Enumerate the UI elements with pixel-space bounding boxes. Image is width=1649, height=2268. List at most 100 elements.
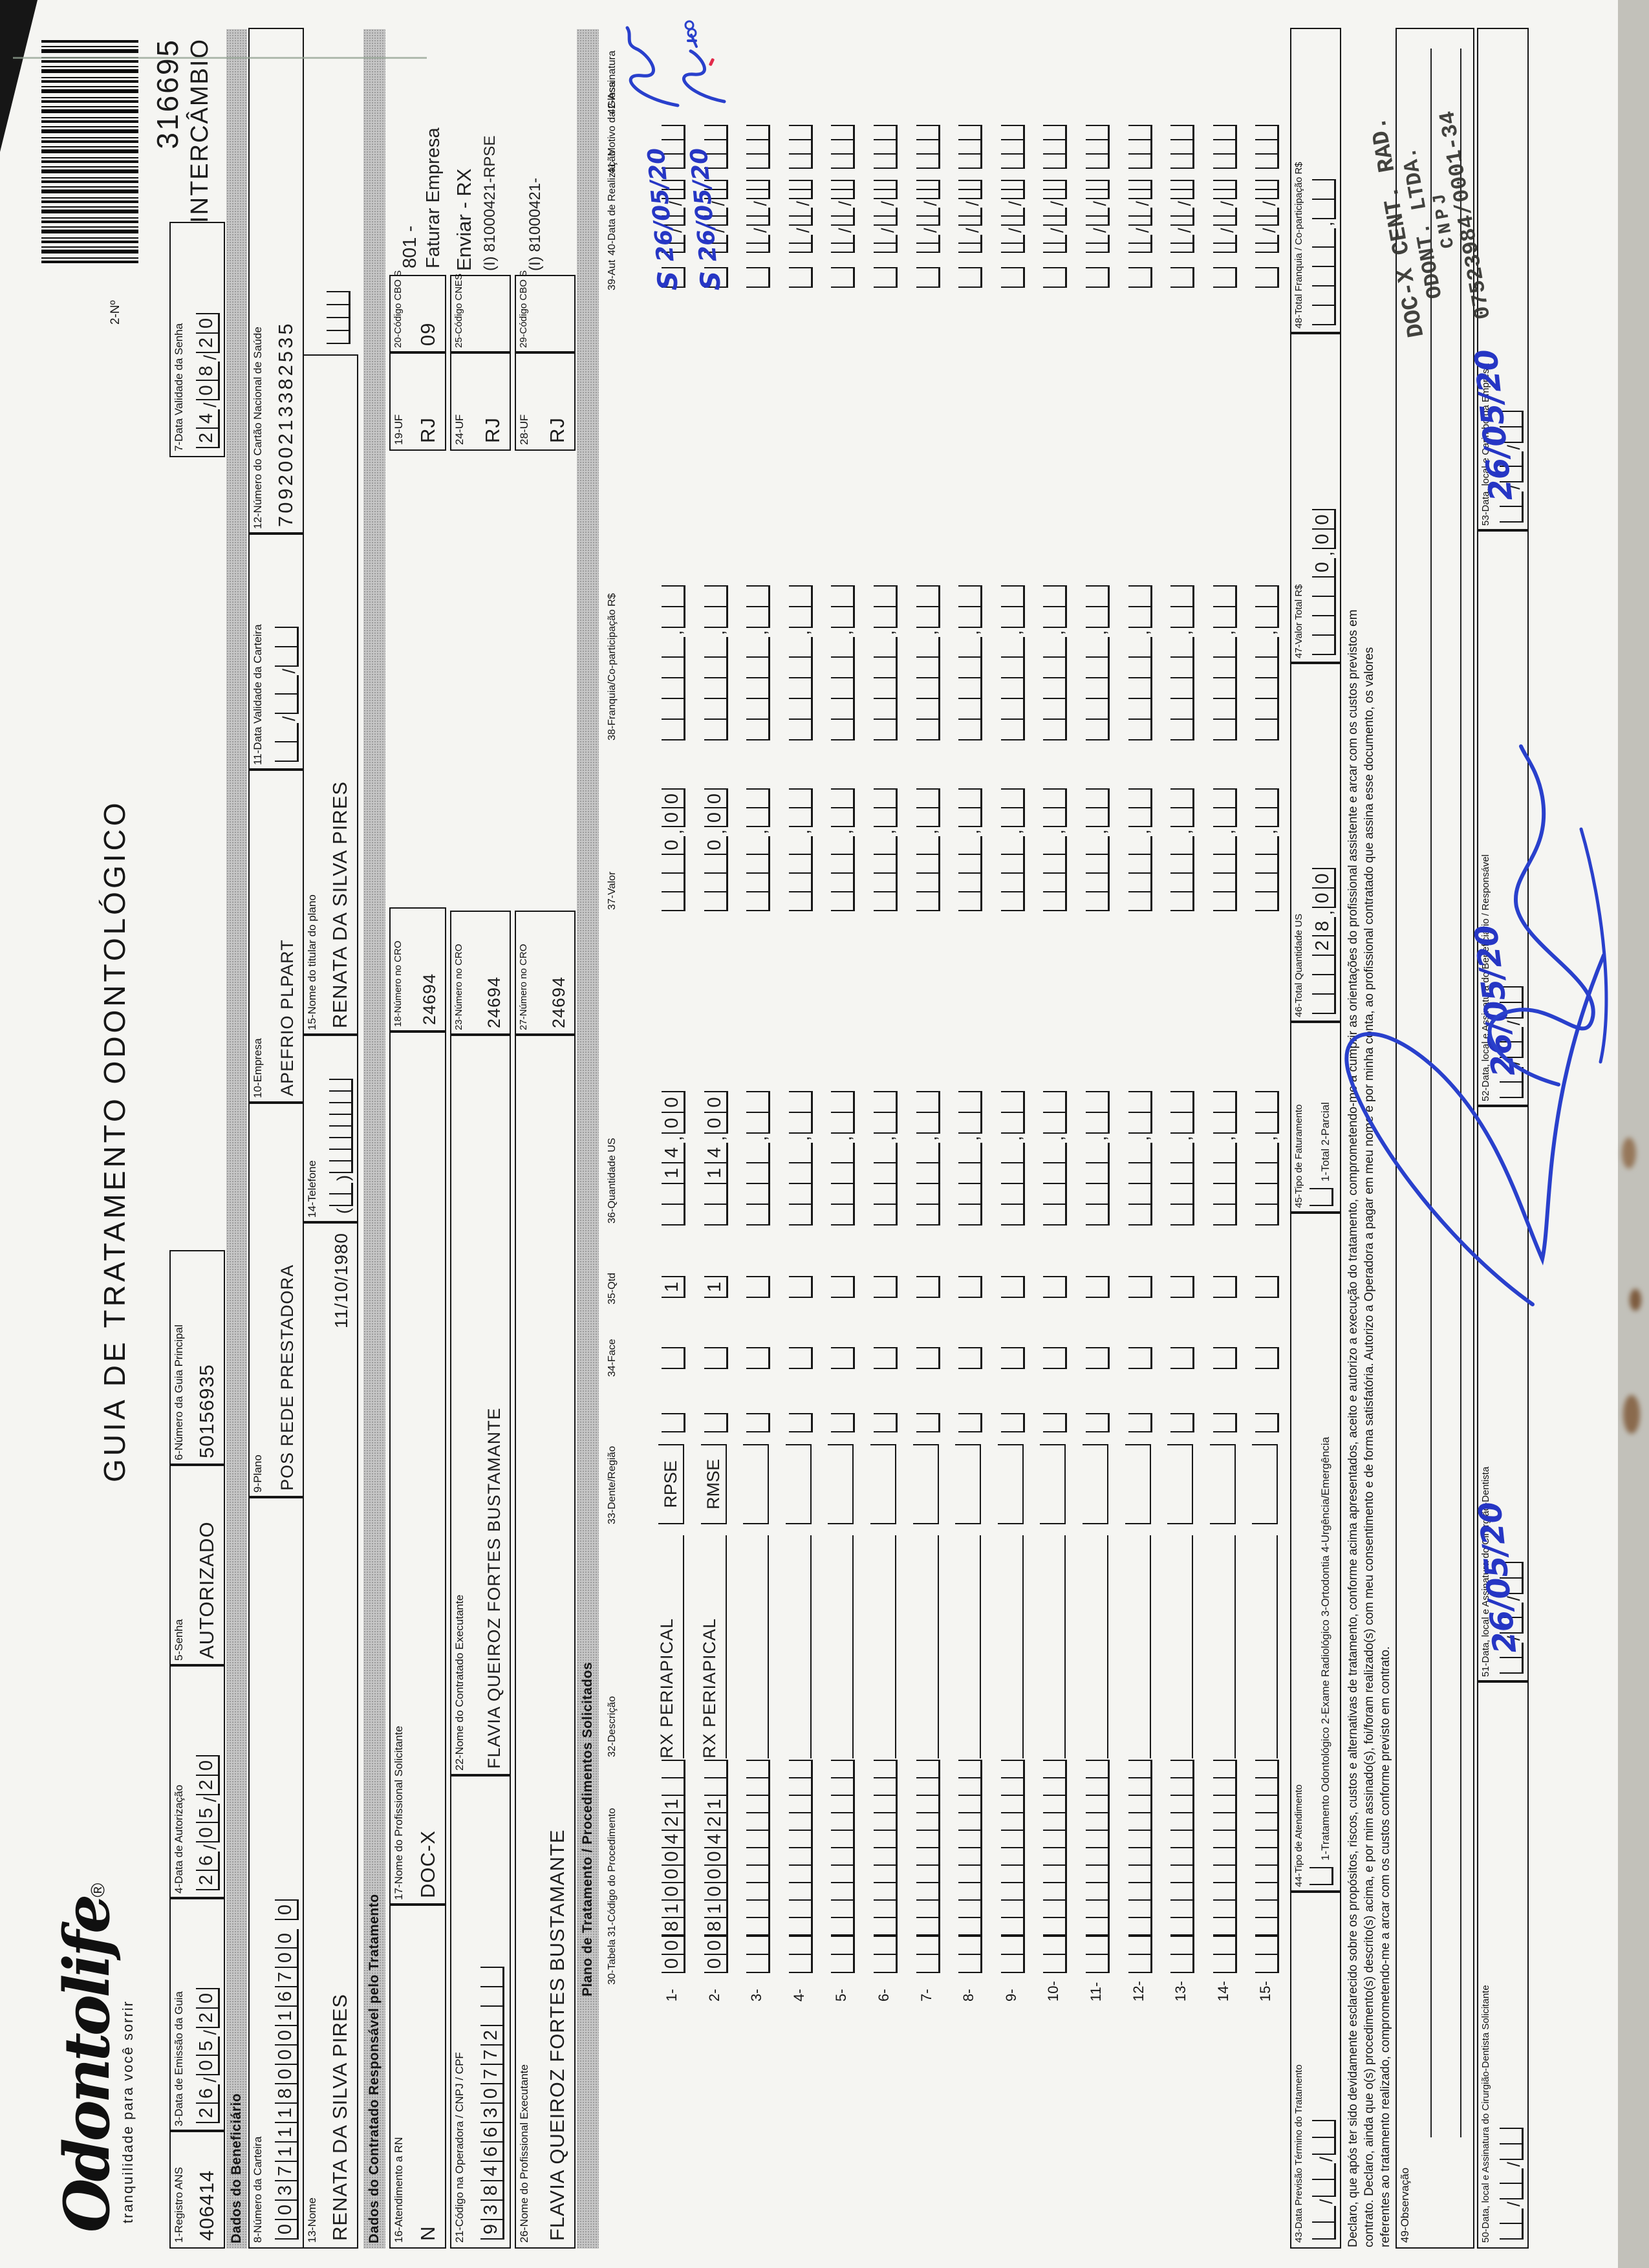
- digit-boxes: [1212, 1936, 1237, 1973]
- comb-cell: [831, 1813, 856, 1831]
- comb-cell: [1255, 1184, 1280, 1205]
- comb-cell: [1312, 228, 1336, 248]
- comb-cell: [1043, 874, 1068, 892]
- comb-cell: [1255, 1143, 1280, 1163]
- procedure-row: 9-,,, / /: [987, 0, 1029, 2268]
- comb-cell: [958, 1848, 983, 1866]
- digit-boxes: [1255, 267, 1280, 288]
- comb-cell: [788, 1205, 813, 1226]
- comb-cell: [958, 155, 983, 169]
- digit-boxes: [831, 1347, 856, 1369]
- comb-cell: [1043, 125, 1068, 140]
- comb-cell: [831, 1091, 856, 1114]
- comb-cell: [1128, 1113, 1152, 1134]
- procedure-row: 10-,,, / /: [1029, 0, 1071, 2268]
- rubric-signature-row2: [682, 20, 726, 103]
- comb-cell: [480, 2007, 504, 2026]
- comb-cell: [1043, 892, 1068, 911]
- tooth-region: [955, 1444, 982, 1524]
- comb-cell: [1000, 1205, 1025, 1226]
- comb-cell: [874, 585, 898, 608]
- comb-cell: [874, 1955, 898, 1973]
- digit-boxes: ,: [874, 788, 898, 911]
- field-48-total-franquia: 48-Total Franquia / Co-participação R$ ,: [1290, 28, 1341, 334]
- digit-boxes: ,: [1170, 1091, 1195, 1226]
- comb-cell: [916, 155, 940, 169]
- digit-boxes: / /: [1212, 179, 1237, 253]
- row-number: 15-: [1257, 1981, 1274, 2002]
- odontolife-logo: Odontolife® tranquilidade para você sorr…: [50, 1883, 136, 2232]
- comb-cell: [1212, 1796, 1237, 1813]
- comb-cell: [746, 637, 771, 658]
- field-13-nome: 13-Nome RENATA DA SILVA PIRES 11/10/1980: [303, 1221, 358, 2249]
- comb-cell: [1312, 597, 1336, 616]
- comb-cell: [831, 1760, 856, 1778]
- comb-cell: [788, 607, 813, 629]
- comb-cell: [1170, 855, 1195, 874]
- comb-cell: [874, 1413, 898, 1432]
- comb-cell: [1212, 1760, 1237, 1778]
- digit-boxes: [831, 267, 856, 288]
- comb-cell: [1086, 678, 1110, 699]
- digit-boxes: / /: [916, 179, 940, 253]
- comb-cell: [1086, 1866, 1110, 1883]
- digit-boxes: / /: [1128, 179, 1152, 253]
- comb-cell: [1312, 267, 1336, 286]
- comb-cell: [1043, 1955, 1068, 1973]
- comb-cell: [1043, 855, 1068, 874]
- comb-cell: [1500, 2184, 1524, 2200]
- comb-cell: 0: [704, 1091, 728, 1114]
- comb-cell: [1170, 1276, 1195, 1298]
- comb-cell: [1086, 808, 1110, 828]
- comb-cell: [1128, 1831, 1152, 1848]
- digit-boxes: [916, 267, 940, 288]
- comb-cell: [788, 855, 813, 874]
- comb-cell: [831, 179, 856, 190]
- tooth-region: [785, 1444, 812, 1524]
- comb-cell: [916, 1113, 940, 1134]
- field-label: 50-Data, local e Assinatura do Cirurgião…: [1480, 1985, 1491, 2243]
- comb-cell: [788, 1831, 813, 1848]
- field-label: 47-Valor Total R$: [1293, 584, 1304, 658]
- comb-cell: [1212, 1778, 1237, 1796]
- comb-cell: 0: [1312, 509, 1336, 530]
- comb-cell: 0: [275, 2220, 299, 2240]
- comb-cell: [746, 678, 771, 699]
- comb-cell: [275, 626, 299, 647]
- comb-cell: [1212, 808, 1237, 828]
- comb-cell: [1312, 248, 1336, 267]
- comb-cell: [1086, 1347, 1110, 1369]
- comb-cell: 2: [662, 1813, 685, 1831]
- comb-cell: [831, 1901, 856, 1918]
- comb-cell: [1212, 836, 1237, 855]
- comb-cell: [1000, 1413, 1025, 1432]
- digit-boxes: [1212, 1347, 1237, 1369]
- comb-cell: [831, 808, 856, 828]
- field-value: FLAVIA QUEIROZ FORTES BUSTAMANTE: [546, 1829, 568, 2241]
- comb-cell: [1043, 658, 1068, 678]
- rubric-signature-row1: [625, 26, 680, 107]
- field-17-profissional-solicitante: 17-Nome do Profissional Solicitante DOC-…: [389, 1030, 446, 1906]
- comb-cell: [831, 1184, 856, 1205]
- comb-cell: [1170, 1955, 1195, 1973]
- comb-cell: [746, 1760, 771, 1778]
- comb-cell: [1128, 678, 1152, 699]
- comb-cell: [1170, 179, 1195, 190]
- comb-cell: [746, 720, 771, 740]
- comb-cell: [1170, 1347, 1195, 1369]
- digit-boxes: [1170, 125, 1195, 169]
- comb-cell: [831, 678, 856, 699]
- dentist-signature: [1344, 953, 1606, 1306]
- comb-cell: [1128, 1955, 1152, 1973]
- digit-boxes: [1000, 1413, 1025, 1432]
- field-label: 13-Nome: [306, 2198, 318, 2243]
- field-value: 406414: [195, 2170, 218, 2241]
- field-5-senha: 5-Senha AUTORIZADO: [169, 1463, 225, 1667]
- comb-cell: [746, 1901, 771, 1918]
- comb-cell: [1043, 720, 1068, 740]
- handwritten-aut: S: [694, 270, 726, 290]
- comb-cell: 0: [196, 312, 220, 334]
- comb-cell: [874, 892, 898, 911]
